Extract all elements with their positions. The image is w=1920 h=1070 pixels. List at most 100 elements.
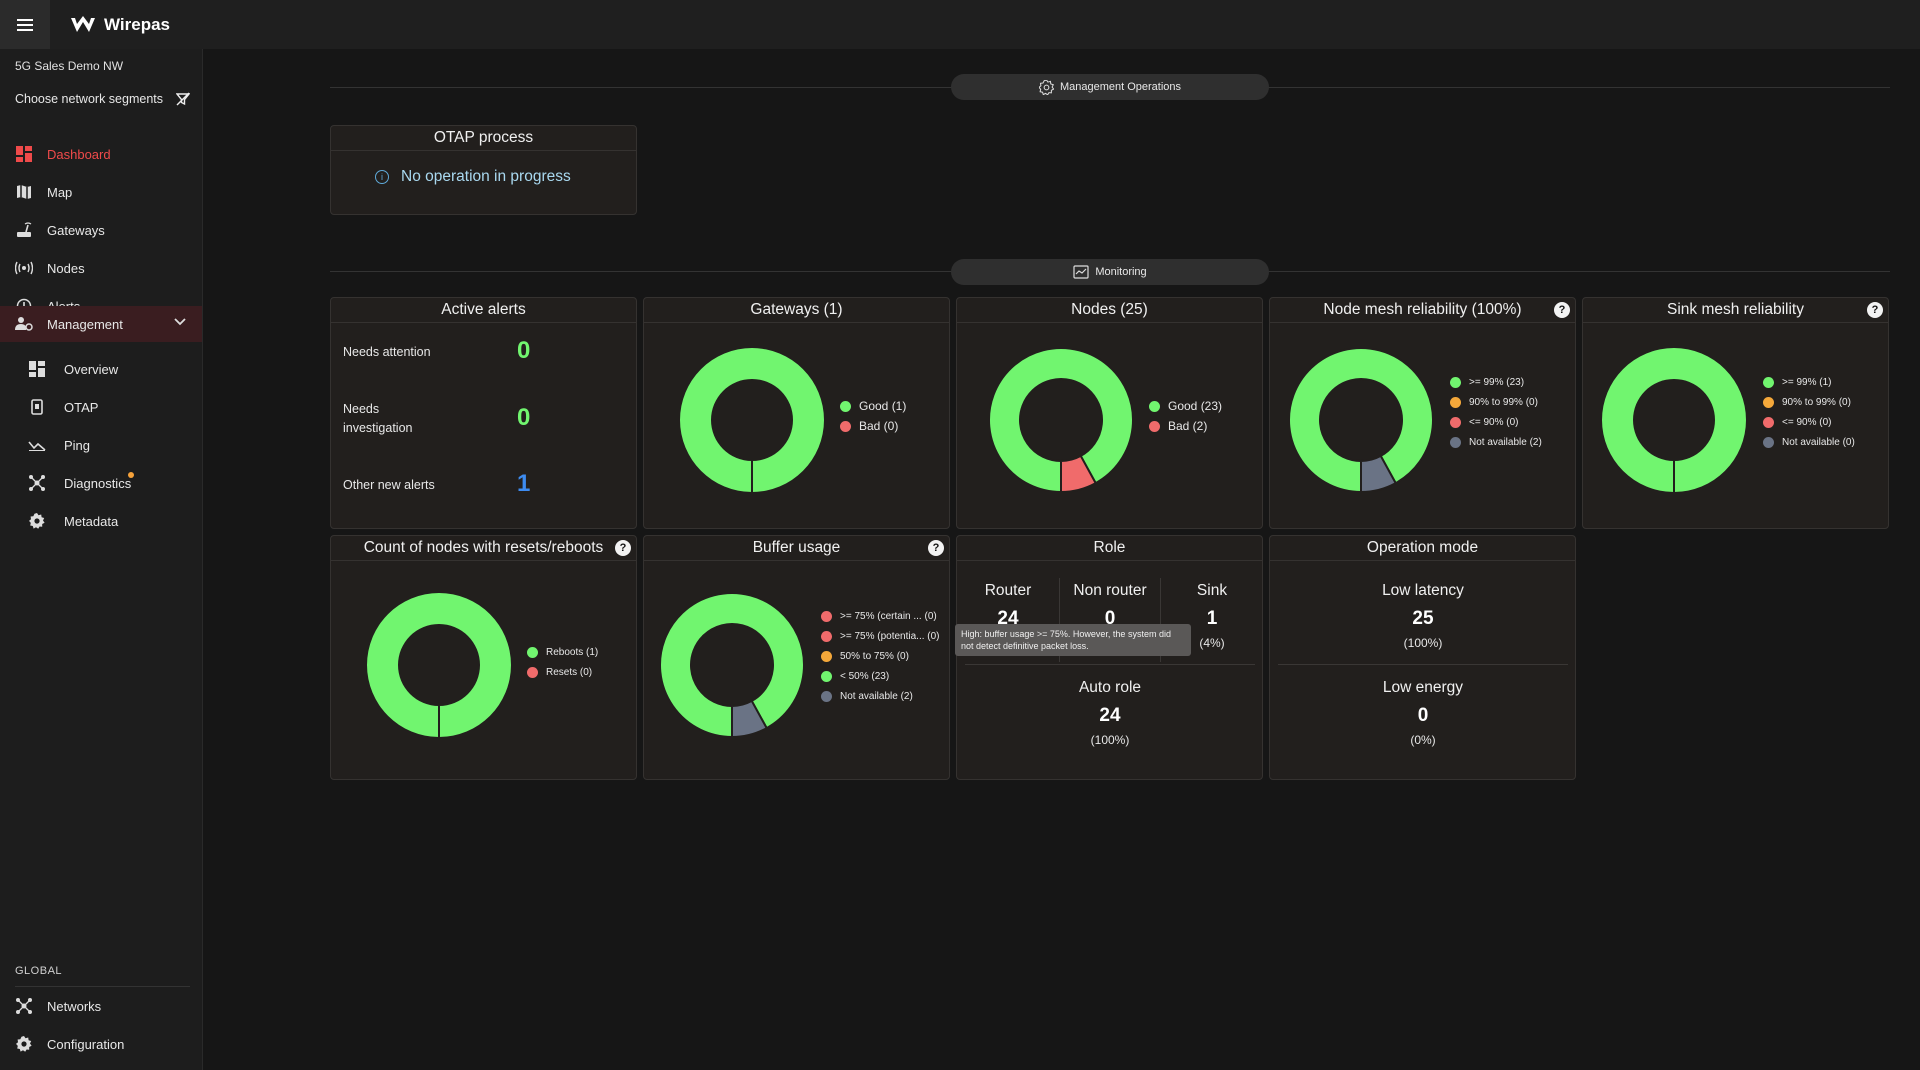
low-energy-percent: (0%) bbox=[1410, 733, 1436, 747]
gateways-legend: Good (1) Bad (0) bbox=[840, 396, 906, 436]
help-icon[interactable]: ? bbox=[1554, 302, 1570, 318]
legend-item-good[interactable]: Good (1) bbox=[840, 396, 906, 416]
card-title: Sink mesh reliability ? bbox=[1583, 298, 1888, 323]
legend-dot bbox=[1763, 416, 1774, 428]
sidebar-item-label: Ping bbox=[64, 437, 91, 453]
legend-label: >= 99% (1) bbox=[1782, 376, 1832, 388]
legend-item[interactable]: 90% to 99% (0) bbox=[1450, 392, 1542, 412]
sidebar-item-label: Dashboard bbox=[47, 146, 111, 162]
donut-slice-bad[interactable] bbox=[1060, 454, 1098, 492]
diagnostics-icon bbox=[27, 473, 47, 493]
sidebar-item-label: Overview bbox=[64, 361, 119, 377]
nodes-legend: Good (23) Bad (2) bbox=[1149, 396, 1222, 436]
legend-item-good[interactable]: Good (23) bbox=[1149, 396, 1222, 416]
help-icon[interactable]: ? bbox=[1867, 302, 1883, 318]
help-icon[interactable]: ? bbox=[615, 540, 631, 556]
card-title: Operation mode bbox=[1270, 536, 1575, 561]
donut-slice-50[interactable] bbox=[660, 593, 804, 737]
legend-item-bad[interactable]: Bad (0) bbox=[840, 416, 906, 436]
divider bbox=[1160, 578, 1161, 662]
sidebar-item-label: OTAP bbox=[64, 399, 99, 415]
needs-attention-count[interactable]: 0 bbox=[517, 337, 531, 364]
chevron-down-icon bbox=[174, 318, 186, 326]
segment-selector[interactable]: Choose network segments bbox=[15, 92, 190, 106]
sidebar-item-configuration[interactable]: Configuration bbox=[0, 1026, 202, 1062]
legend-item-resets[interactable]: Resets (0) bbox=[527, 662, 598, 682]
sidebar-item-metadata[interactable]: Metadata bbox=[0, 503, 202, 539]
legend-dot bbox=[1450, 436, 1461, 448]
card-title: Role bbox=[957, 536, 1262, 561]
legend-item[interactable]: <= 90% (0) bbox=[1763, 412, 1855, 432]
overview-icon bbox=[27, 359, 47, 379]
legend-item-reboots[interactable]: Reboots (1) bbox=[527, 642, 598, 662]
gear-icon bbox=[27, 511, 47, 531]
sink-mesh-reliability-card: Sink mesh reliability ? >= 99% (1) 90% t… bbox=[1582, 297, 1889, 529]
help-icon[interactable]: ? bbox=[928, 540, 944, 556]
donut-slice-good[interactable] bbox=[989, 348, 1133, 492]
menu-toggle-button[interactable] bbox=[0, 0, 50, 49]
card-title: Active alerts bbox=[331, 298, 636, 323]
legend-item[interactable]: >= 75% (certain ... (0) bbox=[821, 606, 940, 626]
gear-icon bbox=[14, 1034, 34, 1054]
sidebar-item-otap[interactable]: OTAP bbox=[0, 389, 202, 425]
brand-logo[interactable]: Wirepas bbox=[70, 15, 170, 35]
sidebar-item-gateways[interactable]: Gateways bbox=[0, 212, 202, 248]
buffer-donut-chart[interactable] bbox=[660, 593, 804, 737]
sidebar-item-nodes[interactable]: Nodes bbox=[0, 250, 202, 286]
legend-label: Reboots (1) bbox=[546, 646, 599, 658]
legend-item-bad[interactable]: Bad (2) bbox=[1149, 416, 1222, 436]
donut-slice-not-available[interactable] bbox=[731, 699, 769, 737]
legend-item[interactable]: >= 99% (23) bbox=[1450, 372, 1542, 392]
section-title: Monitoring bbox=[1095, 266, 1147, 278]
ping-icon bbox=[27, 435, 47, 455]
card-title-text: Buffer usage bbox=[752, 539, 841, 556]
card-title: Gateways (1) bbox=[644, 298, 949, 323]
legend-item[interactable]: Not available (0) bbox=[1763, 432, 1855, 452]
nodes-donut-chart[interactable] bbox=[989, 348, 1133, 492]
sidebar-item-ping[interactable]: Ping bbox=[0, 427, 202, 463]
legend-dot bbox=[821, 690, 832, 702]
other-alerts-count[interactable]: 1 bbox=[517, 470, 531, 497]
card-title: Count of nodes with resets/reboots ? bbox=[331, 536, 636, 561]
donut-slice-99[interactable] bbox=[1602, 348, 1746, 492]
donut-slice-reboots[interactable] bbox=[367, 593, 511, 737]
legend-label: 50% to 75% (0) bbox=[840, 650, 909, 662]
gateways-donut-chart[interactable] bbox=[680, 348, 824, 492]
nodes-card: Nodes (25) Good (23) Bad (2) bbox=[956, 297, 1263, 529]
top-bar: Wirepas bbox=[0, 0, 1920, 49]
donut-slice-not-available[interactable] bbox=[1360, 454, 1398, 492]
legend-label: Good (1) bbox=[859, 399, 907, 413]
low-energy-label: Low energy bbox=[1382, 679, 1464, 696]
sidebar-item-map[interactable]: Map bbox=[0, 174, 202, 210]
router-value: 24 bbox=[997, 608, 1019, 629]
donut-slice-good[interactable] bbox=[680, 348, 824, 492]
legend-dot bbox=[840, 420, 851, 432]
legend-item[interactable]: < 50% (23) bbox=[821, 666, 940, 686]
legend-item[interactable]: 90% to 99% (0) bbox=[1763, 392, 1855, 412]
legend-item[interactable]: >= 99% (1) bbox=[1763, 372, 1855, 392]
resets-donut-chart[interactable] bbox=[367, 593, 511, 737]
buffer-usage-tooltip: High: buffer usage >= 75%. However, the … bbox=[955, 624, 1191, 656]
legend-item[interactable]: Not available (2) bbox=[1450, 432, 1542, 452]
sink-mesh-donut-chart[interactable] bbox=[1602, 348, 1746, 492]
sidebar-item-overview[interactable]: Overview bbox=[0, 351, 202, 387]
legend-label: >= 75% (potentia... (0) bbox=[840, 630, 940, 642]
needs-investigation-count[interactable]: 0 bbox=[517, 404, 531, 431]
sink-value: 1 bbox=[1206, 608, 1218, 629]
sidebar-item-diagnostics[interactable]: Diagnostics bbox=[0, 465, 202, 501]
donut-slice-99[interactable] bbox=[1289, 348, 1433, 492]
legend-dot bbox=[527, 646, 538, 658]
legend-item[interactable]: >= 75% (potentia... (0) bbox=[821, 626, 940, 646]
diagnostics-notification-badge bbox=[128, 472, 134, 478]
node-mesh-donut-chart[interactable] bbox=[1289, 348, 1433, 492]
other-alerts-label: Other new alerts bbox=[343, 478, 435, 492]
sidebar-item-networks[interactable]: Networks bbox=[0, 988, 202, 1024]
legend-item[interactable]: <= 90% (0) bbox=[1450, 412, 1542, 432]
legend-item[interactable]: Not available (2) bbox=[821, 686, 940, 706]
legend-item[interactable]: 50% to 75% (0) bbox=[821, 646, 940, 666]
router-stat: Router 24 bbox=[957, 582, 1059, 630]
sidebar-item-management[interactable]: Management bbox=[0, 306, 202, 342]
sidebar-item-label: Metadata bbox=[64, 513, 119, 529]
sidebar-item-dashboard[interactable]: Dashboard bbox=[0, 136, 202, 172]
resets-legend: Reboots (1) Resets (0) bbox=[527, 642, 598, 682]
